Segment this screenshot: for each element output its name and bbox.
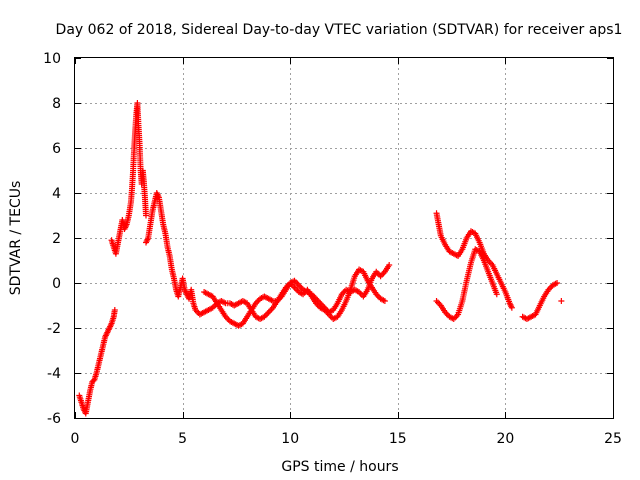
y-tick-label: 0: [52, 276, 61, 292]
x-tick-label: 0: [71, 431, 80, 447]
chart-title: Day 062 of 2018, Sidereal Day-to-day VTE…: [56, 22, 623, 38]
data-series: [76, 100, 565, 417]
plot-area-border: [74, 57, 614, 419]
x-tick-label: 20: [496, 431, 514, 447]
data-point: [493, 291, 500, 298]
y-tick-label: 2: [52, 231, 61, 247]
x-tick-label: 25: [604, 431, 622, 447]
y-tick-label: 4: [52, 186, 61, 202]
data-point: [143, 212, 150, 219]
data-point: [111, 307, 118, 313]
x-tick-label: 10: [281, 431, 299, 447]
data-point: [554, 280, 561, 286]
axis-ticks: 0 5 10 15 20 25 -6 -4 -2 0 2 4 6 8 10: [43, 51, 622, 447]
y-tick-label: 6: [52, 141, 61, 157]
data-point: [558, 298, 565, 304]
y-tick-label: -2: [47, 321, 61, 337]
y-tick-label: 10: [43, 51, 61, 67]
y-tick-label: -6: [47, 411, 61, 427]
x-tick-label: 5: [178, 431, 187, 447]
y-tick-label: -4: [47, 366, 61, 382]
y-tick-label: 8: [52, 96, 61, 112]
y-axis-label: SDTVAR / TECUs: [8, 181, 24, 296]
data-point: [386, 262, 393, 268]
x-tick-label: 15: [389, 431, 407, 447]
data-point: [508, 304, 515, 311]
x-axis-label: GPS time / hours: [281, 459, 398, 475]
grid: [75, 58, 613, 418]
data-point: [381, 298, 388, 304]
